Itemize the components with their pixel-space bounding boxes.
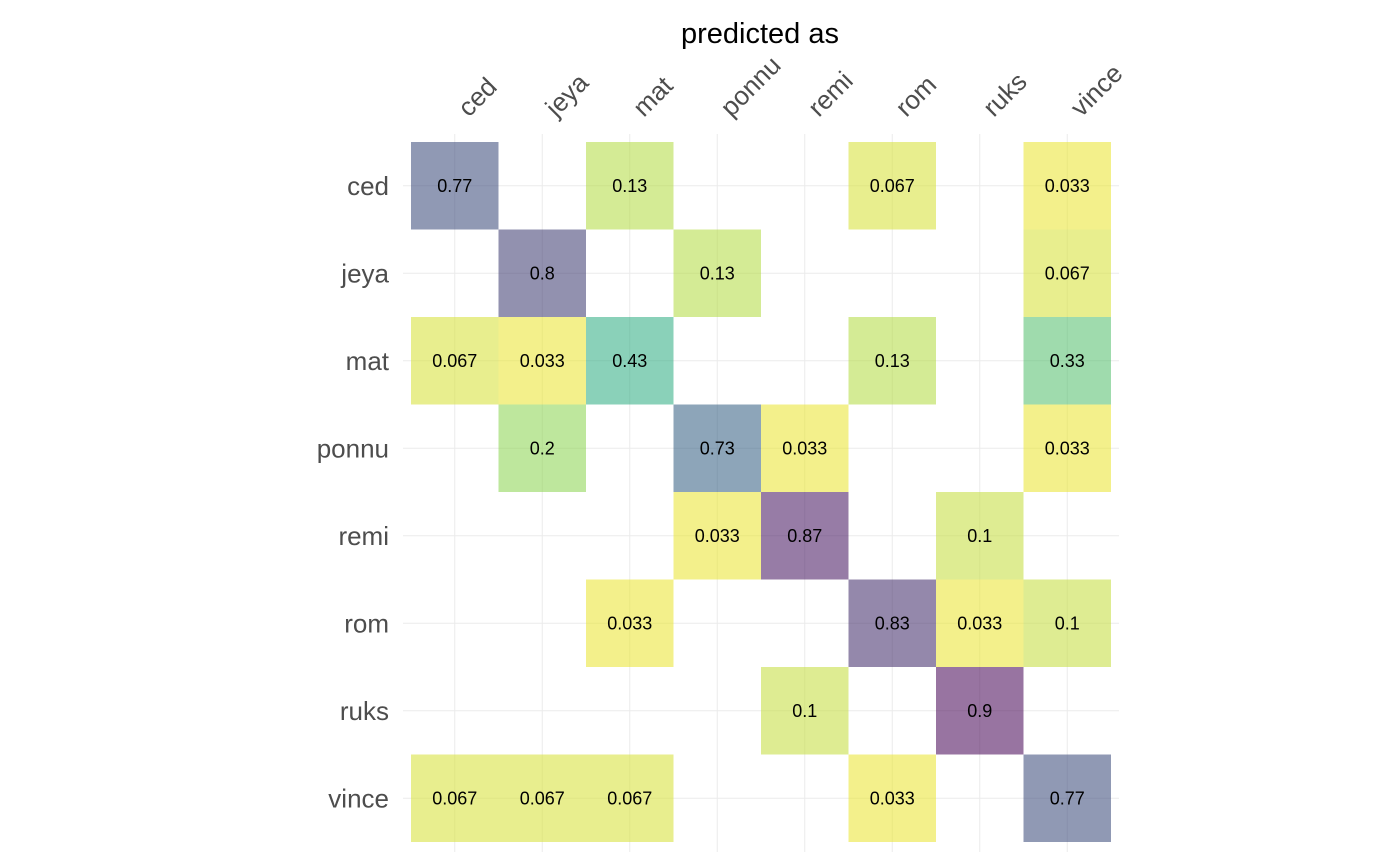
cell-value-label: 0.13 (700, 263, 735, 283)
heatmap-cells (411, 142, 1111, 842)
cell-value-label: 0.067 (1045, 263, 1090, 283)
cell-value-label: 0.067 (870, 176, 915, 196)
row-label-jeya: jeya (340, 258, 389, 288)
cell-value-label: 0.9 (967, 701, 992, 721)
column-label-remi: remi (802, 65, 859, 122)
heatmap-cell-ponnu-vince (1023, 404, 1111, 492)
cell-value-label: 0.8 (530, 263, 555, 283)
column-labels: ced jeya mat ponnu remi rom ruks vince (452, 50, 1129, 123)
heatmap-cell-rom-vince (1023, 579, 1111, 667)
cell-value-label: 0.1 (792, 701, 817, 721)
cell-value-label: 0.033 (607, 613, 652, 633)
heatmap-cell-remi-ruks (936, 492, 1024, 580)
column-label-rom: rom (889, 69, 942, 122)
heatmap-cell-remi-ponnu (673, 492, 761, 580)
row-label-rom: rom (344, 608, 389, 638)
heatmap-cell-ponnu-remi (761, 404, 849, 492)
column-label-ponnu: ponnu (714, 50, 786, 122)
row-label-remi: remi (338, 521, 389, 551)
column-label-ruks: ruks (977, 66, 1033, 122)
cell-value-label: 0.033 (1045, 176, 1090, 196)
cell-value-label: 0.067 (520, 788, 565, 808)
heatmap-cell-rom-rom (848, 579, 936, 667)
row-labels: ced jeya mat ponnu remi rom ruks vince (317, 171, 390, 814)
cell-value-label: 0.1 (1055, 613, 1080, 633)
heatmap-cell-vince-rom (848, 754, 936, 842)
cell-value-label: 0.067 (607, 788, 652, 808)
heatmap-cell-ponnu-ponnu (673, 404, 761, 492)
heatmap-cell-ced-vince (1023, 142, 1111, 230)
row-label-ponnu: ponnu (317, 433, 389, 463)
cell-value-label: 0.033 (1045, 438, 1090, 458)
heatmap-cell-ced-rom (848, 142, 936, 230)
cell-value-label: 0.77 (1050, 788, 1085, 808)
heatmap-cell-mat-vince (1023, 317, 1111, 405)
cell-value-label: 0.83 (875, 613, 910, 633)
cell-value-label: 0.033 (695, 526, 740, 546)
cell-value-label: 0.43 (612, 351, 647, 371)
heatmap-cell-jeya-vince (1023, 229, 1111, 317)
cell-value-label: 0.067 (432, 788, 477, 808)
cell-value-label: 0.77 (437, 176, 472, 196)
heatmap-cell-mat-jeya (498, 317, 586, 405)
row-label-ruks: ruks (340, 696, 389, 726)
cell-value-label: 0.033 (782, 438, 827, 458)
column-label-mat: mat (627, 70, 679, 122)
row-label-ced: ced (347, 171, 389, 201)
heatmap-cell-mat-rom (848, 317, 936, 405)
heatmap-cell-ruks-remi (761, 667, 849, 755)
heatmap-cell-rom-ruks (936, 579, 1024, 667)
heatmap-cell-vince-ced (411, 754, 499, 842)
cell-value-label: 0.067 (432, 351, 477, 371)
heatmap-cell-jeya-ponnu (673, 229, 761, 317)
column-label-vince: vince (1064, 58, 1128, 122)
heatmap-cell-mat-mat (586, 317, 674, 405)
heatmap-cell-jeya-jeya (498, 229, 586, 317)
cell-value-label: 0.73 (700, 438, 735, 458)
cell-value-label: 0.1 (967, 526, 992, 546)
row-label-vince: vince (328, 783, 389, 813)
cell-value-label: 0.033 (520, 351, 565, 371)
heatmap-cell-ced-ced (411, 142, 499, 230)
heatmap-cell-ced-mat (586, 142, 674, 230)
column-label-ced: ced (452, 71, 503, 122)
cell-value-label: 0.87 (787, 526, 822, 546)
heatmap-cell-vince-vince (1023, 754, 1111, 842)
chart-title: predicted as (681, 18, 839, 50)
cell-value-label: 0.2 (530, 438, 555, 458)
cell-value-label: 0.033 (957, 613, 1002, 633)
cell-value-label: 0.33 (1050, 351, 1085, 371)
heatmap-cell-vince-mat (586, 754, 674, 842)
cell-value-labels: 0.77 0.13 0.067 0.033 0.8 0.13 0.067 0.067 0.033… (432, 176, 1090, 809)
heatmap-cell-rom-mat (586, 579, 674, 667)
heatmap-cell-remi-remi (761, 492, 849, 580)
cell-value-label: 0.13 (612, 176, 647, 196)
cell-value-label: 0.13 (875, 351, 910, 371)
heatmap-cell-ponnu-jeya (498, 404, 586, 492)
column-label-jeya: jeya (539, 67, 595, 123)
heatmap-cell-vince-jeya (498, 754, 586, 842)
heatmap-cell-mat-ced (411, 317, 499, 405)
row-label-mat: mat (346, 346, 390, 376)
heatmap-cell-ruks-ruks (936, 667, 1024, 755)
cell-value-label: 0.033 (870, 788, 915, 808)
